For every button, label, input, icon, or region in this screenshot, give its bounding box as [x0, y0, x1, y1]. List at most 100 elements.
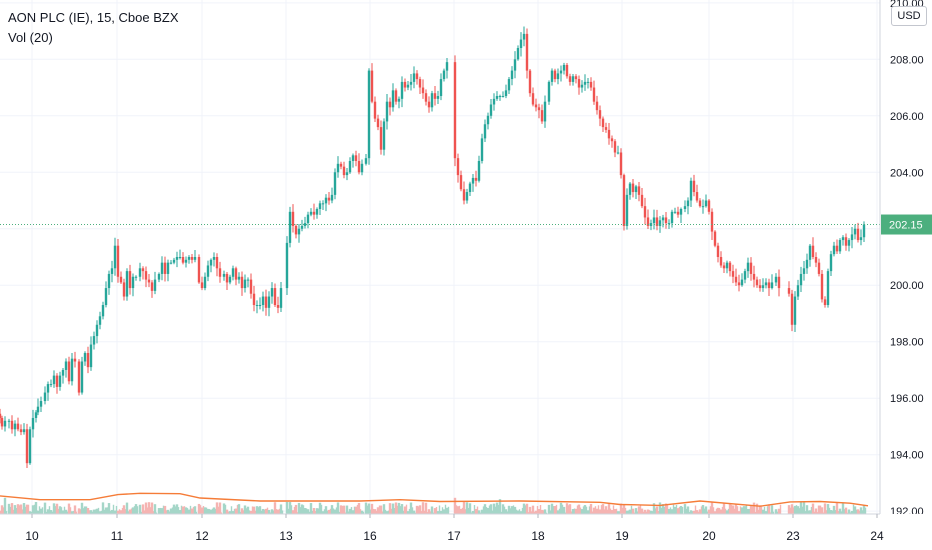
volume-bar [399, 506, 402, 514]
price-tick-label: 196.00 [890, 393, 924, 405]
volume-bar [752, 502, 756, 514]
volume-bar [817, 505, 821, 514]
volume-bar [624, 507, 627, 514]
volume-bar [309, 503, 313, 514]
volume-bar [633, 512, 636, 514]
volume-bar [344, 512, 347, 514]
volume-bar [528, 506, 532, 514]
candle-down [528, 70, 532, 94]
volume-bar [339, 505, 343, 514]
candle-up [300, 225, 304, 229]
volume-bar [567, 505, 570, 514]
volume-bar [378, 505, 381, 514]
volume-bar [707, 509, 711, 514]
volume-bar [317, 508, 320, 514]
volume-bar [348, 508, 352, 514]
candle-down [655, 217, 659, 226]
volume-bar [549, 510, 552, 514]
candle-up [385, 101, 389, 122]
volume-bar [787, 505, 791, 514]
candle-down [144, 271, 148, 280]
volume-bar [397, 502, 401, 514]
volume-bar [585, 506, 588, 514]
volume-bar [796, 506, 800, 514]
volume-bar [515, 509, 518, 514]
candle-up [70, 358, 74, 382]
candle-up [483, 124, 487, 139]
volume-bar [755, 503, 759, 514]
volume-bar [104, 507, 108, 514]
volume-bar [152, 511, 155, 514]
volume-bar [692, 510, 696, 514]
volume-bar [706, 511, 709, 514]
volume-bar [678, 506, 681, 514]
volume-bar [297, 502, 301, 514]
volume-bar [761, 509, 765, 514]
candle-down [534, 104, 538, 108]
volume-bar [28, 511, 32, 514]
volume-bar [169, 508, 173, 514]
time-axis[interactable]: 10 11 12 13 16 17 18 19 20 23 24 [25, 514, 884, 543]
volume-bar [345, 505, 349, 514]
candle-down [664, 217, 668, 224]
volume-bar [18, 505, 21, 514]
volume-bar [143, 510, 146, 514]
candle-up [315, 208, 319, 215]
candle-up [382, 121, 386, 150]
volume-bar [698, 509, 702, 514]
volume-bar [631, 508, 635, 514]
volume-bar [500, 511, 503, 514]
volume-bar [302, 505, 305, 514]
volume-bar [384, 509, 387, 514]
candle-up [658, 220, 662, 226]
volume-bar [326, 510, 329, 514]
volume-bar [814, 508, 818, 514]
volume-indicator-label[interactable]: Vol (20) [8, 30, 53, 45]
candle-down [249, 279, 253, 294]
volume-bar [140, 511, 143, 514]
volume-bar [254, 510, 257, 514]
candle-down [525, 33, 529, 71]
volume-bar [245, 508, 248, 514]
volume-bar [688, 512, 691, 514]
volume-bar [545, 512, 548, 514]
volume-bar [2, 507, 5, 514]
volume-bar [518, 509, 521, 514]
candle-up [397, 98, 401, 102]
candle-up [166, 262, 170, 274]
volume-bar [267, 509, 271, 514]
volume-bar [153, 504, 157, 514]
volume-bar [754, 511, 757, 514]
volume-bar [375, 510, 378, 514]
volume-bar [658, 502, 662, 514]
symbol-title[interactable]: AON PLC (IE), 15, Cboe BZX [8, 10, 179, 25]
volume-bar [427, 509, 431, 514]
volume-bar [737, 511, 741, 514]
candle-down [147, 279, 151, 283]
volume-bar [666, 504, 669, 514]
candle-up [477, 160, 481, 181]
time-axis-background[interactable] [0, 514, 932, 550]
candle-up [175, 257, 179, 260]
volume-bar [643, 509, 647, 514]
candle-up [61, 369, 65, 376]
volume-bar [601, 504, 605, 514]
volume-bar [72, 511, 75, 514]
volume-bar [519, 511, 523, 514]
candle-up [203, 276, 207, 289]
volume-bar [405, 504, 408, 514]
price-tick-label: 204.00 [890, 167, 924, 179]
volume-bar [157, 508, 161, 514]
candle-down [767, 282, 771, 289]
candle-up [543, 101, 547, 122]
volume-bar [400, 504, 404, 514]
volume-bar [576, 505, 579, 514]
candle-up [364, 158, 368, 164]
candle-up [465, 192, 469, 201]
candle-down [604, 127, 608, 130]
volume-bar [837, 511, 840, 514]
price-axis-background[interactable] [880, 0, 932, 514]
candle-down [553, 70, 557, 80]
currency-badge[interactable]: USD [891, 6, 927, 26]
